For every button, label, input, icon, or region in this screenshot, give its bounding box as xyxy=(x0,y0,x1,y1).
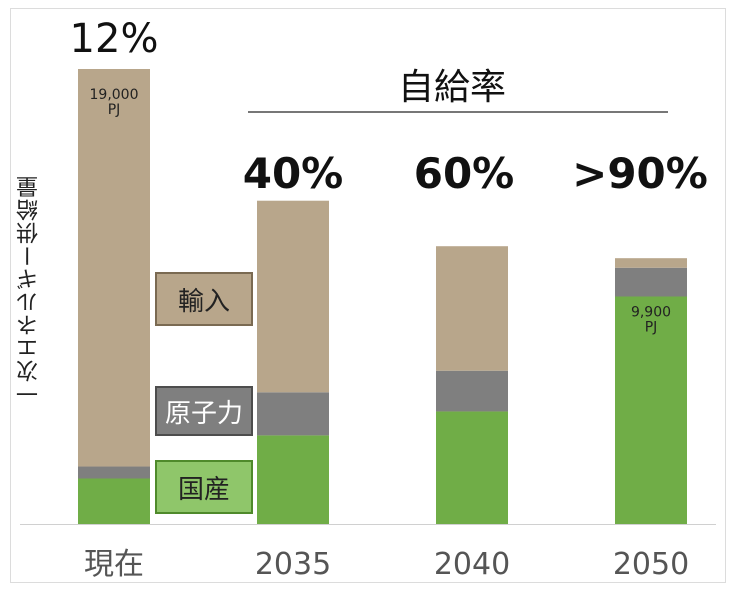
bar-nuclear-3 xyxy=(615,267,687,297)
legend-import: 輸入 xyxy=(155,272,253,326)
legend-nuclear: 原子力 xyxy=(155,386,253,436)
legend-nuclear-label: 原子力 xyxy=(164,398,243,429)
self-sufficiency-value-3: >90% xyxy=(572,149,708,198)
x-tick-label-1: 2035 xyxy=(255,547,331,582)
self-sufficiency-value-2: 60% xyxy=(414,149,515,198)
bar-import-2 xyxy=(436,246,508,371)
bar-import-3 xyxy=(615,258,687,268)
bar-import-0 xyxy=(78,69,150,467)
self-sufficiency-value-1: 40% xyxy=(243,149,344,198)
chart-frame xyxy=(10,8,726,583)
total-value-label-0: 19,000 xyxy=(90,87,139,103)
bar-domestic-1 xyxy=(257,435,329,524)
self-sufficiency-value-0: 12% xyxy=(70,16,159,62)
total-value-label-1: 9,900 xyxy=(631,305,671,321)
legend-import-label: 輸入 xyxy=(177,286,230,317)
legend-domestic: 国産 xyxy=(155,460,253,514)
bar-domestic-3 xyxy=(615,296,687,524)
bar-domestic-0 xyxy=(78,478,150,524)
bar-nuclear-0 xyxy=(78,466,150,479)
x-tick-label-3: 2050 xyxy=(613,547,689,582)
total-unit-label-0: PJ xyxy=(108,102,121,118)
x-tick-label-2: 2040 xyxy=(434,547,510,582)
bar-nuclear-2 xyxy=(436,370,508,412)
bar-import-1 xyxy=(257,200,329,393)
total-unit-label-1: PJ xyxy=(645,320,658,336)
legend-domestic-label: 国産 xyxy=(177,474,230,505)
bar-domestic-2 xyxy=(436,411,508,524)
self-sufficiency-title: 自給率 xyxy=(398,67,506,108)
x-tick-label-0: 現在 xyxy=(84,547,144,582)
bar-nuclear-1 xyxy=(257,392,329,436)
